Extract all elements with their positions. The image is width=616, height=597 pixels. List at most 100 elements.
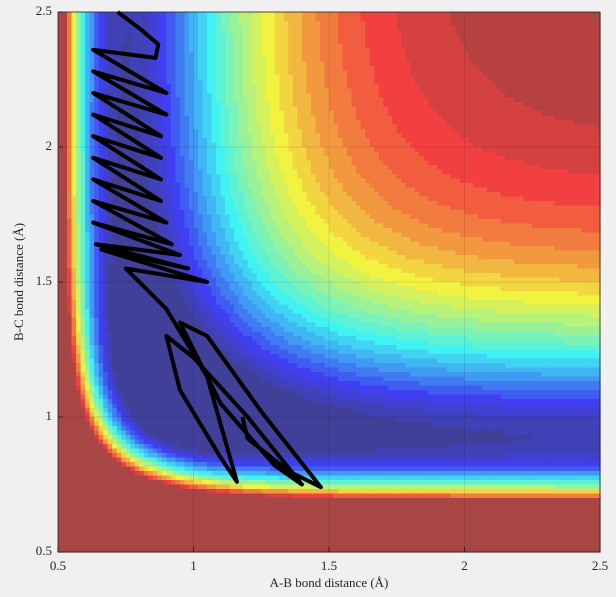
surface-cell xyxy=(198,498,204,504)
surface-cell xyxy=(58,21,64,27)
surface-cell xyxy=(148,439,154,445)
surface-cell xyxy=(225,111,231,117)
surface-cell xyxy=(67,354,73,360)
surface-cell xyxy=(238,493,244,499)
surface-cell xyxy=(85,52,91,58)
surface-cell xyxy=(234,178,240,184)
surface-cell xyxy=(216,444,222,450)
surface-cell xyxy=(85,403,91,409)
surface-cell xyxy=(143,385,149,391)
surface-cell xyxy=(98,84,104,90)
surface-cell xyxy=(103,444,109,450)
surface-cell xyxy=(62,61,68,67)
surface-cell xyxy=(234,30,240,36)
surface-cell xyxy=(202,192,208,198)
surface-cell xyxy=(125,57,131,63)
surface-cell xyxy=(98,363,104,369)
surface-cell xyxy=(62,511,68,517)
surface-cell xyxy=(62,318,68,324)
surface-cell xyxy=(161,16,167,22)
surface-cell xyxy=(243,205,249,211)
surface-cell xyxy=(216,520,222,526)
surface-cell xyxy=(243,304,249,310)
surface-cell xyxy=(134,385,140,391)
surface-cell xyxy=(216,264,222,270)
surface-cell xyxy=(107,304,113,310)
surface-cell xyxy=(229,543,235,549)
surface-cell xyxy=(76,21,82,27)
surface-cell xyxy=(161,232,167,238)
surface-cell xyxy=(229,354,235,360)
surface-cell xyxy=(225,30,231,36)
surface-cell xyxy=(184,520,190,526)
surface-cell xyxy=(184,421,190,427)
surface-cell xyxy=(198,403,204,409)
surface-cell xyxy=(103,381,109,387)
surface-cell xyxy=(229,322,235,328)
surface-cell xyxy=(98,529,104,535)
surface-cell xyxy=(143,484,149,490)
surface-cell xyxy=(98,102,104,108)
surface-cell xyxy=(234,358,240,364)
surface-cell xyxy=(202,219,208,225)
surface-cell xyxy=(216,34,222,40)
surface-cell xyxy=(170,480,177,486)
surface-cell xyxy=(188,237,195,243)
surface-cell xyxy=(62,475,68,481)
surface-cell xyxy=(211,480,217,486)
surface-cell xyxy=(175,547,181,553)
surface-cell xyxy=(94,475,100,481)
surface-cell xyxy=(220,192,226,198)
surface-cell xyxy=(98,547,104,553)
surface-cell xyxy=(103,196,109,202)
surface-cell xyxy=(193,66,199,72)
surface-cell xyxy=(207,57,213,63)
surface-cell xyxy=(76,408,82,414)
surface-cell xyxy=(112,273,118,279)
surface-cell xyxy=(148,430,154,436)
surface-cell xyxy=(229,183,235,189)
surface-cell xyxy=(67,88,73,94)
surface-cell xyxy=(234,70,240,76)
surface-cell xyxy=(112,66,118,72)
surface-cell xyxy=(121,534,127,540)
surface-cell xyxy=(94,147,100,153)
surface-cell xyxy=(98,466,104,472)
surface-cell xyxy=(85,444,91,450)
surface-cell xyxy=(202,16,208,22)
surface-cell xyxy=(157,84,163,90)
surface-cell xyxy=(71,417,77,423)
surface-cell xyxy=(58,151,64,157)
surface-cell xyxy=(225,507,231,513)
surface-cell xyxy=(211,426,217,432)
surface-cell xyxy=(184,525,190,531)
surface-cell xyxy=(116,178,122,184)
surface-cell xyxy=(216,538,222,544)
surface-cell xyxy=(243,75,249,81)
surface-cell xyxy=(175,475,181,481)
surface-cell xyxy=(67,376,73,382)
surface-cell xyxy=(220,30,226,36)
surface-cell xyxy=(220,138,226,144)
surface-cell xyxy=(121,210,127,216)
surface-cell xyxy=(229,376,235,382)
surface-cell xyxy=(76,507,82,513)
surface-cell xyxy=(202,196,208,202)
surface-cell xyxy=(67,241,73,247)
surface-cell xyxy=(234,25,240,31)
surface-cell xyxy=(80,430,86,436)
surface-cell xyxy=(193,187,199,193)
surface-cell xyxy=(121,547,127,553)
surface-cell xyxy=(130,511,136,517)
surface-cell xyxy=(166,48,172,54)
surface-cell xyxy=(85,376,91,382)
surface-cell xyxy=(89,444,95,450)
surface-cell xyxy=(216,115,222,121)
surface-cell xyxy=(58,363,64,369)
surface-cell xyxy=(207,142,213,148)
surface-cell xyxy=(67,147,73,153)
surface-cell xyxy=(67,102,73,108)
surface-cell xyxy=(211,363,217,369)
surface-cell xyxy=(175,313,181,319)
surface-cell xyxy=(243,223,249,229)
